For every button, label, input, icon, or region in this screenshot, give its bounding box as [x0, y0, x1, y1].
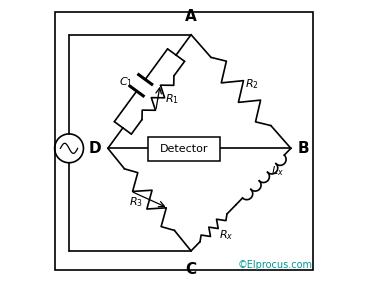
- Bar: [148, 137, 220, 161]
- Text: $R_3$: $R_3$: [129, 195, 142, 209]
- Text: Detector: Detector: [160, 144, 209, 154]
- Text: $R_1$: $R_1$: [165, 92, 179, 106]
- Text: $R_2$: $R_2$: [244, 77, 259, 91]
- Text: C: C: [186, 262, 197, 277]
- Text: $R_x$: $R_x$: [219, 228, 233, 242]
- Text: D: D: [88, 141, 101, 156]
- Text: $C_1$: $C_1$: [119, 76, 133, 89]
- Text: B: B: [298, 141, 309, 156]
- Text: A: A: [185, 8, 197, 24]
- Text: $L_x$: $L_x$: [271, 165, 284, 179]
- Text: ©Elprocus.com: ©Elprocus.com: [238, 260, 313, 270]
